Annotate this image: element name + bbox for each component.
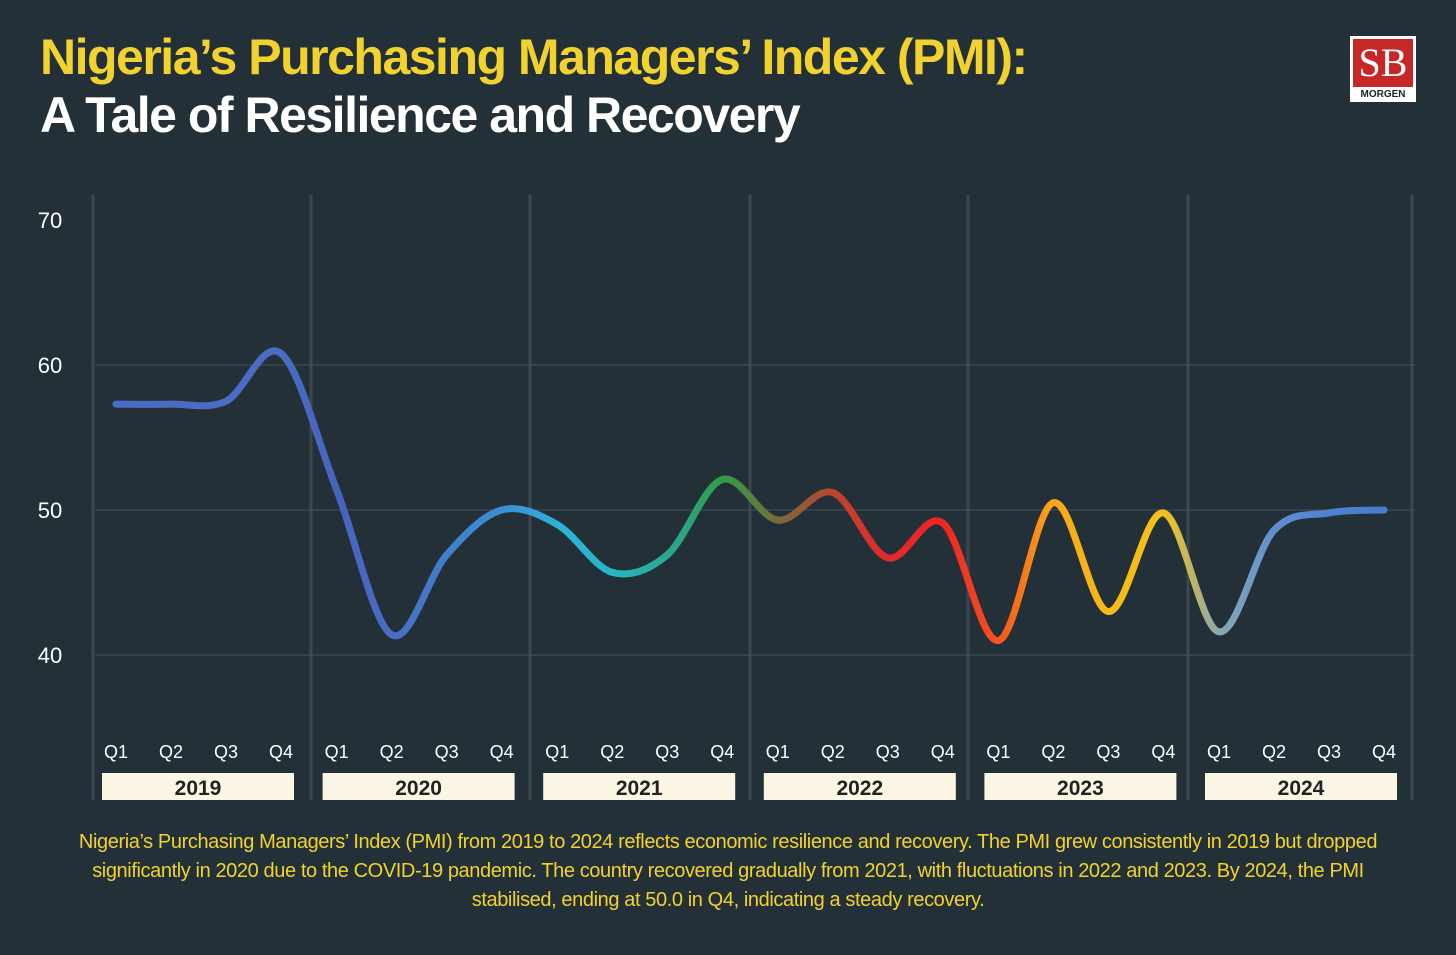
pmi-line-segment: [1270, 509, 1333, 534]
pmi-line-segment: [608, 551, 671, 578]
logo-mark: SB: [1353, 39, 1413, 87]
pmi-line-segment: [829, 489, 892, 562]
x-tick-label: Q3: [876, 742, 900, 762]
x-tick-label: Q4: [710, 742, 734, 762]
pmi-line-segment: [443, 506, 506, 559]
pmi-line-segment: [1159, 509, 1223, 636]
y-tick-label: 60: [38, 353, 62, 378]
year-box: [763, 773, 956, 800]
year-box: [1205, 773, 1397, 800]
year-box: [543, 773, 736, 800]
pmi-line-segment: [1049, 499, 1112, 615]
year-label: 2024: [1278, 777, 1325, 800]
year-label: 2020: [395, 777, 442, 800]
x-tick-label: Q2: [821, 742, 845, 762]
year-label: 2022: [836, 777, 883, 800]
pmi-line-segment: [663, 476, 726, 559]
pmi-line-segment: [553, 521, 616, 576]
year-label: 2019: [175, 777, 222, 800]
x-tick-label: Q3: [1317, 742, 1341, 762]
x-tick-label: Q4: [1372, 742, 1396, 762]
pmi-line-segment: [167, 397, 230, 410]
sb-morgen-logo: SB MORGEN: [1350, 36, 1416, 102]
x-tick-label: Q2: [1262, 742, 1286, 762]
pmi-line-segment: [388, 551, 451, 640]
y-tick-label: 40: [38, 643, 62, 668]
x-tick-label: Q1: [766, 742, 790, 762]
pmi-line-segment: [718, 475, 782, 524]
x-tick-label: Q4: [1151, 742, 1175, 762]
pmi-line-segment: [222, 347, 285, 405]
year-label: 2023: [1057, 777, 1104, 800]
x-tick-label: Q4: [931, 742, 955, 762]
pmi-line-segment: [277, 349, 341, 494]
x-tick-label: Q2: [600, 742, 624, 762]
x-tick-label: Q1: [545, 742, 569, 762]
pmi-line-segment: [939, 519, 1002, 644]
title-line-2: A Tale of Resilience and Recovery: [40, 87, 801, 143]
pmi-line-segment: [994, 499, 1057, 644]
pmi-line-segment: [1104, 509, 1167, 615]
x-tick-label: Q1: [986, 742, 1010, 762]
x-tick-label: Q3: [1096, 742, 1120, 762]
x-tick-label: Q4: [490, 742, 514, 762]
x-tick-label: Q2: [380, 742, 404, 762]
title-line-1: Nigeria’s Purchasing Managers’ Index (PM…: [40, 29, 1028, 85]
pmi-line-segment: [1215, 526, 1278, 636]
logo-subtext: MORGEN: [1360, 89, 1406, 100]
year-box: [102, 773, 294, 800]
y-tick-label: 50: [38, 498, 62, 523]
x-tick-label: Q1: [104, 742, 128, 762]
x-tick-label: Q2: [1041, 742, 1065, 762]
x-tick-label: Q2: [159, 742, 183, 762]
pmi-line-segment: [333, 486, 396, 639]
x-tick-label: Q3: [214, 742, 238, 762]
year-box: [984, 773, 1177, 800]
year-label: 2021: [616, 777, 663, 800]
x-tick-label: Q4: [269, 742, 293, 762]
pmi-line-segment: [884, 517, 947, 562]
x-tick-label: Q3: [655, 742, 679, 762]
pmi-line-segment: [774, 488, 837, 524]
x-tick-label: Q1: [325, 742, 349, 762]
pmi-line-segment: [498, 505, 561, 528]
year-box: [322, 773, 515, 800]
pmi-line-segment: [1325, 506, 1388, 517]
x-tick-label: Q3: [435, 742, 459, 762]
x-tick-label: Q1: [1207, 742, 1231, 762]
caption: Nigeria’s Purchasing Managers’ Index (PM…: [78, 831, 1378, 911]
y-tick-label: 70: [38, 208, 62, 233]
